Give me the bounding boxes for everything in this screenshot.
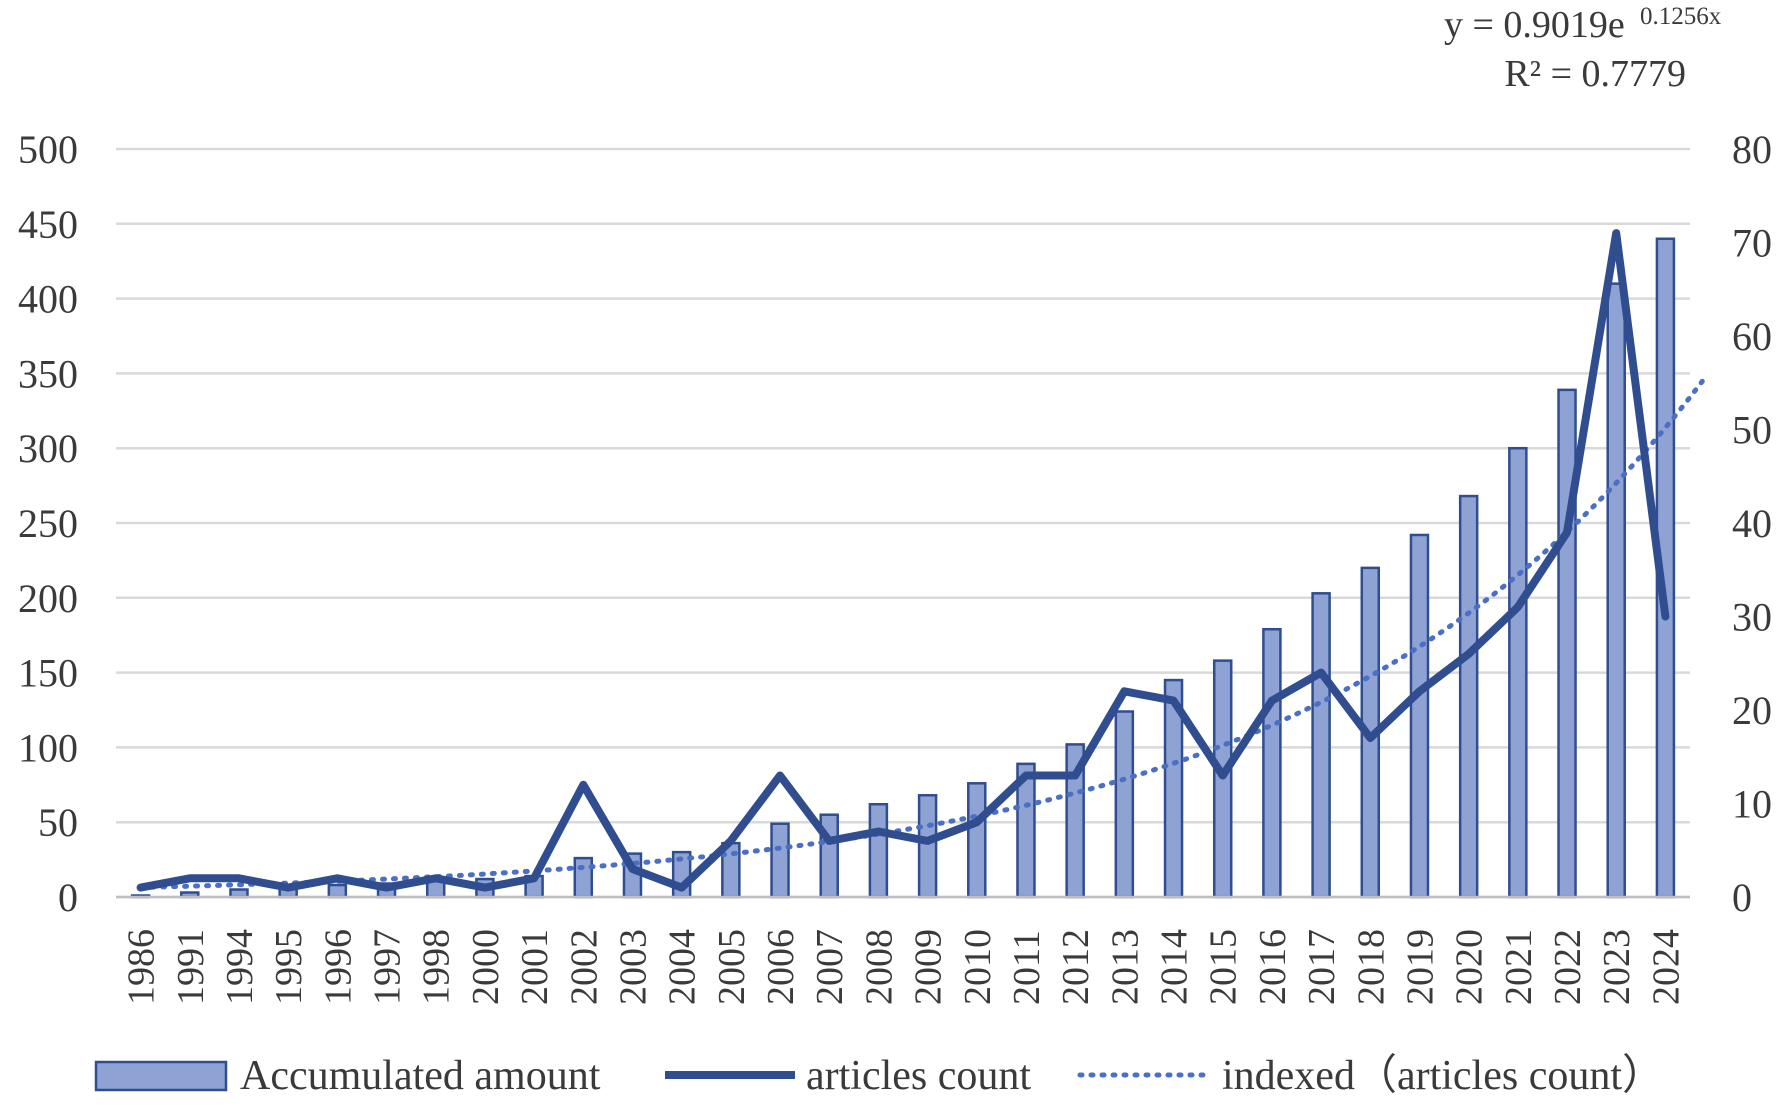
x-tick-label: 2020 (1449, 929, 1491, 1005)
y-left-tick-label: 500 (18, 127, 78, 172)
bar (1509, 448, 1526, 897)
x-tick-label: 2013 (1104, 929, 1146, 1005)
y-right-tick-label: 20 (1732, 688, 1772, 733)
y-left-tick-label: 300 (18, 426, 78, 471)
legend-label-accumulated: Accumulated amount (240, 1053, 601, 1099)
x-tick-label: 2007 (809, 929, 851, 1005)
legend-swatch-bar (96, 1062, 226, 1090)
bar (1460, 496, 1477, 897)
x-tick-label: 2016 (1252, 929, 1294, 1005)
x-tick-label: 2014 (1154, 929, 1196, 1005)
x-tick-label: 2012 (1055, 929, 1097, 1005)
y-left-tick-label: 100 (18, 725, 78, 770)
bar (919, 795, 936, 897)
x-tick-label: 2000 (465, 929, 507, 1005)
x-tick-label: 2001 (514, 929, 556, 1005)
y-left-tick-label: 250 (18, 501, 78, 546)
trend-equation: y = 0.9019e (1444, 4, 1625, 46)
bar (1263, 629, 1280, 897)
bar (1411, 535, 1428, 897)
y-left-tick-label: 150 (18, 651, 78, 696)
y-right-tick-label: 10 (1732, 782, 1772, 827)
legend-label-articles: articles count (806, 1053, 1031, 1099)
trend-r-squared: R² = 0.7779 (1504, 53, 1686, 95)
x-tick-label: 2021 (1498, 929, 1540, 1005)
legend: Accumulated amount articles count indexed（… (96, 1053, 1664, 1099)
x-tick-label: 1994 (219, 929, 261, 1005)
x-tick-label: 2010 (957, 929, 999, 1005)
trend-annotation: y = 0.9019e 0.1256x R² = 0.7779 (1444, 3, 1722, 95)
x-tick-label: 1986 (121, 929, 163, 1005)
x-tick-label: 2023 (1596, 929, 1638, 1005)
bar (870, 804, 887, 897)
y-right-tick-label: 60 (1732, 314, 1772, 359)
bar (1608, 284, 1625, 897)
bar (1313, 593, 1330, 897)
x-tick-label: 2018 (1350, 929, 1392, 1005)
x-tick-label: 1995 (268, 929, 310, 1005)
y-right-tick-label: 30 (1732, 595, 1772, 640)
y-right-tick-label: 80 (1732, 127, 1772, 172)
y-left-tick-label: 450 (18, 202, 78, 247)
x-tick-label: 2004 (662, 929, 704, 1005)
bar (968, 783, 985, 897)
y-left-tick-label: 400 (18, 277, 78, 322)
y-right-tick-label: 70 (1732, 221, 1772, 266)
y-left-tick-label: 200 (18, 576, 78, 621)
bar (1559, 390, 1576, 897)
y-left-tick-label: 350 (18, 351, 78, 396)
bar (575, 858, 592, 897)
bar (772, 824, 789, 897)
legend-label-indexed: indexed（articles count） (1222, 1053, 1664, 1099)
x-tick-label: 1998 (416, 929, 458, 1005)
x-tick-label: 1996 (317, 929, 359, 1005)
x-tick-label: 1991 (170, 929, 212, 1005)
x-tick-label: 2022 (1547, 929, 1589, 1005)
x-tick-label: 2008 (858, 929, 900, 1005)
y-right-tick-label: 40 (1732, 501, 1772, 546)
x-tick-label: 2024 (1645, 929, 1687, 1005)
x-tick-label: 2009 (908, 929, 950, 1005)
bar (1116, 711, 1133, 897)
y-right-tick-label: 50 (1732, 408, 1772, 453)
x-tick-label: 2011 (1006, 930, 1048, 1005)
y-right-tick-label: 0 (1732, 875, 1752, 920)
bar (329, 885, 346, 897)
x-tick-label: 2006 (760, 929, 802, 1005)
trend-equation-exponent: 0.1256x (1640, 3, 1722, 30)
articles-count-line (141, 233, 1666, 888)
x-tick-label: 2017 (1301, 929, 1343, 1005)
y-left-tick-label: 50 (38, 800, 78, 845)
x-tick-label: 2015 (1203, 929, 1245, 1005)
x-tick-label: 2019 (1399, 929, 1441, 1005)
y-left-tick-label: 0 (58, 875, 78, 920)
articles-line (140, 233, 1665, 888)
bars (132, 239, 1674, 897)
gridlines (116, 149, 1690, 897)
x-tick-label: 2002 (563, 929, 605, 1005)
x-tick-label: 2005 (711, 929, 753, 1005)
x-tick-label: 1997 (367, 929, 409, 1005)
x-tick-label: 2003 (612, 929, 654, 1005)
